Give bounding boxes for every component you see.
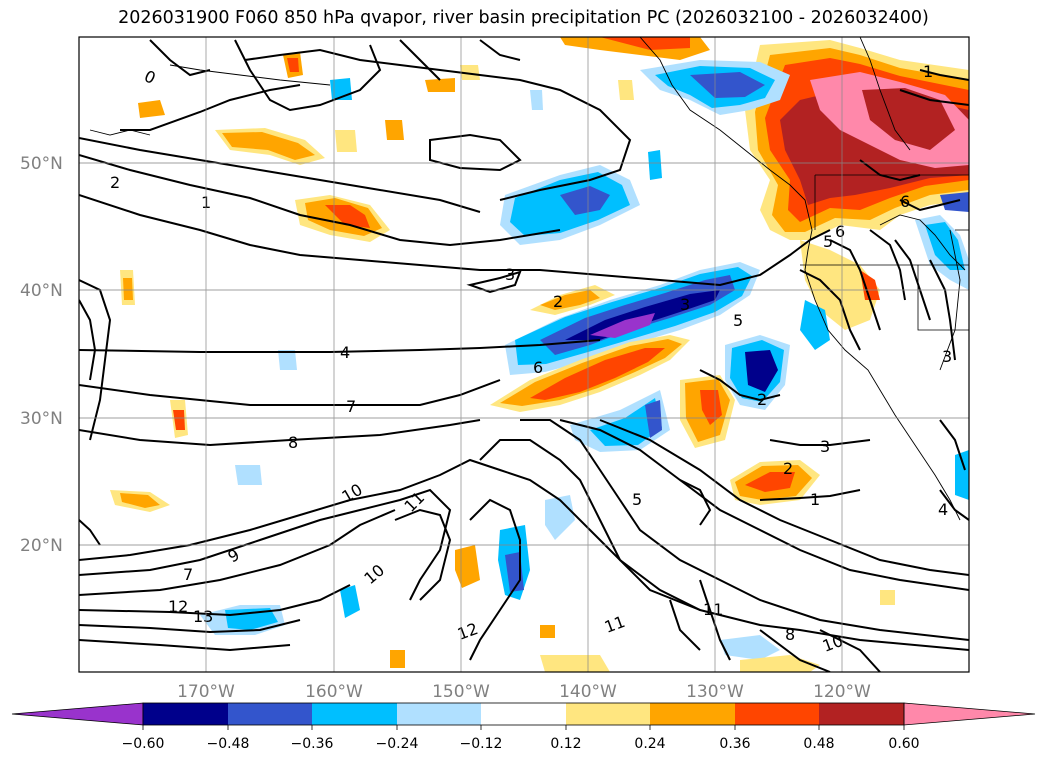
contour-label: 13: [193, 607, 213, 626]
contour-label: 7: [183, 565, 193, 584]
colorbar-frame: [142, 702, 905, 726]
contour-label: 2: [757, 390, 767, 409]
colorbar-segment: [735, 703, 819, 725]
map-title: 2026031900 F060 850 hPa qvapor, river ba…: [118, 8, 929, 28]
contour-label: 6: [900, 192, 910, 211]
colorbar-segment: [143, 703, 228, 725]
contour-label: 6: [533, 358, 543, 377]
colorbar: −0.60 −0.48 −0.36 −0.24 −0.12 0.12 0.24 …: [11, 702, 1036, 752]
contour-label: 3: [820, 437, 830, 456]
lon-label-170w: 170°W: [177, 682, 235, 702]
contour-label: 8: [288, 433, 298, 452]
lon-label-120w: 120°W: [813, 682, 871, 702]
lon-label-160w: 160°W: [305, 682, 363, 702]
colorbar-segment: [11, 702, 144, 726]
contour-label: 1: [810, 490, 820, 509]
precip-shading: [110, 37, 969, 672]
lat-label-50n: 50°N: [20, 154, 63, 174]
colorbar-segment: [397, 703, 481, 725]
contour-label: 4: [938, 500, 948, 519]
contour-label: 5: [632, 490, 642, 509]
contour-label: 1: [923, 62, 933, 81]
contour-label: 3: [505, 265, 515, 284]
colorbar-tick-label: 0.24: [634, 736, 665, 752]
colorbar-tick-label: −0.12: [460, 736, 503, 752]
coastline: [89, 37, 966, 521]
colorbar-tick-label: 0.36: [719, 736, 750, 752]
lat-label-30n: 30°N: [20, 409, 63, 429]
contour-label: 2: [783, 459, 793, 478]
colorbar-tick-label: 0.60: [888, 736, 919, 752]
contour-label: 7: [346, 397, 356, 416]
colorbar-tick-label: −0.48: [207, 736, 250, 752]
lon-label-140w: 140°W: [559, 682, 617, 702]
contour-label: 12: [168, 597, 188, 616]
colorbar-segment: [312, 703, 397, 725]
lat-label-40n: 40°N: [20, 281, 63, 301]
contour-label: 5: [733, 311, 743, 330]
contour-label: 3: [942, 347, 952, 366]
colorbar-tick-label: −0.24: [376, 736, 419, 752]
contour-label: 4: [340, 343, 350, 362]
contour-label: 8: [785, 625, 795, 644]
qvapor-contours: [79, 39, 969, 672]
colorbar-segment: [228, 703, 312, 725]
contour-label: 11: [703, 600, 723, 619]
map-frame: [78, 36, 970, 673]
colorbar-segment: [903, 702, 1036, 726]
lat-label-20n: 20°N: [20, 536, 63, 556]
graticule: [79, 37, 969, 672]
contour-label: 6: [835, 222, 845, 241]
colorbar-segment: [650, 703, 735, 725]
contour-label: 3: [680, 295, 690, 314]
colorbar-tick-label: −0.60: [122, 736, 165, 752]
colorbar-tick-label: 0.48: [803, 736, 834, 752]
lon-label-150w: 150°W: [432, 682, 490, 702]
colorbar-tick-label: 0.12: [550, 736, 581, 752]
contour-label: 2: [553, 292, 563, 311]
contour-label: 2: [110, 173, 120, 192]
colorbar-segment: [819, 703, 904, 725]
contour-label: 5: [823, 232, 833, 251]
colorbar-tick-label: −0.36: [291, 736, 334, 752]
colorbar-segment: [481, 703, 566, 725]
colorbar-segment: [566, 703, 650, 725]
lon-label-130w: 130°W: [686, 682, 744, 702]
